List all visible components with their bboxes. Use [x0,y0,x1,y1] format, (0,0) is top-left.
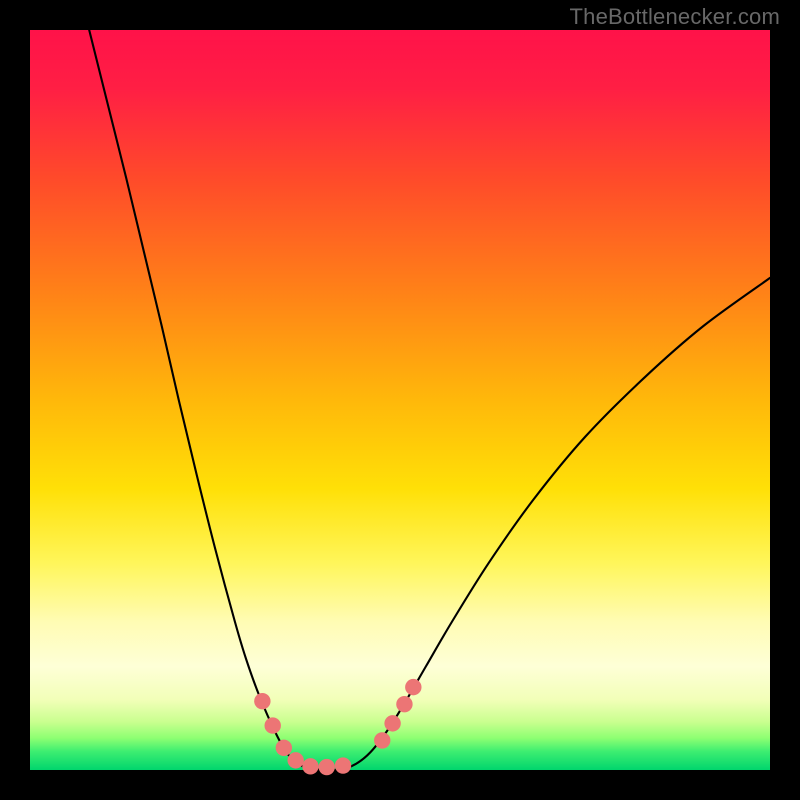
data-marker [276,740,292,756]
data-marker [384,715,400,731]
data-marker [254,693,270,709]
data-marker [302,758,318,774]
data-marker [319,759,335,775]
chart-canvas: TheBottlenecker.com [0,0,800,800]
watermark-label: TheBottlenecker.com [570,4,780,30]
data-marker [374,732,390,748]
plot-area-gradient [30,30,770,770]
data-marker [287,752,303,768]
data-marker [405,679,421,695]
data-marker [335,757,351,773]
data-marker [396,696,412,712]
chart-svg [0,0,800,800]
data-marker [265,717,281,733]
